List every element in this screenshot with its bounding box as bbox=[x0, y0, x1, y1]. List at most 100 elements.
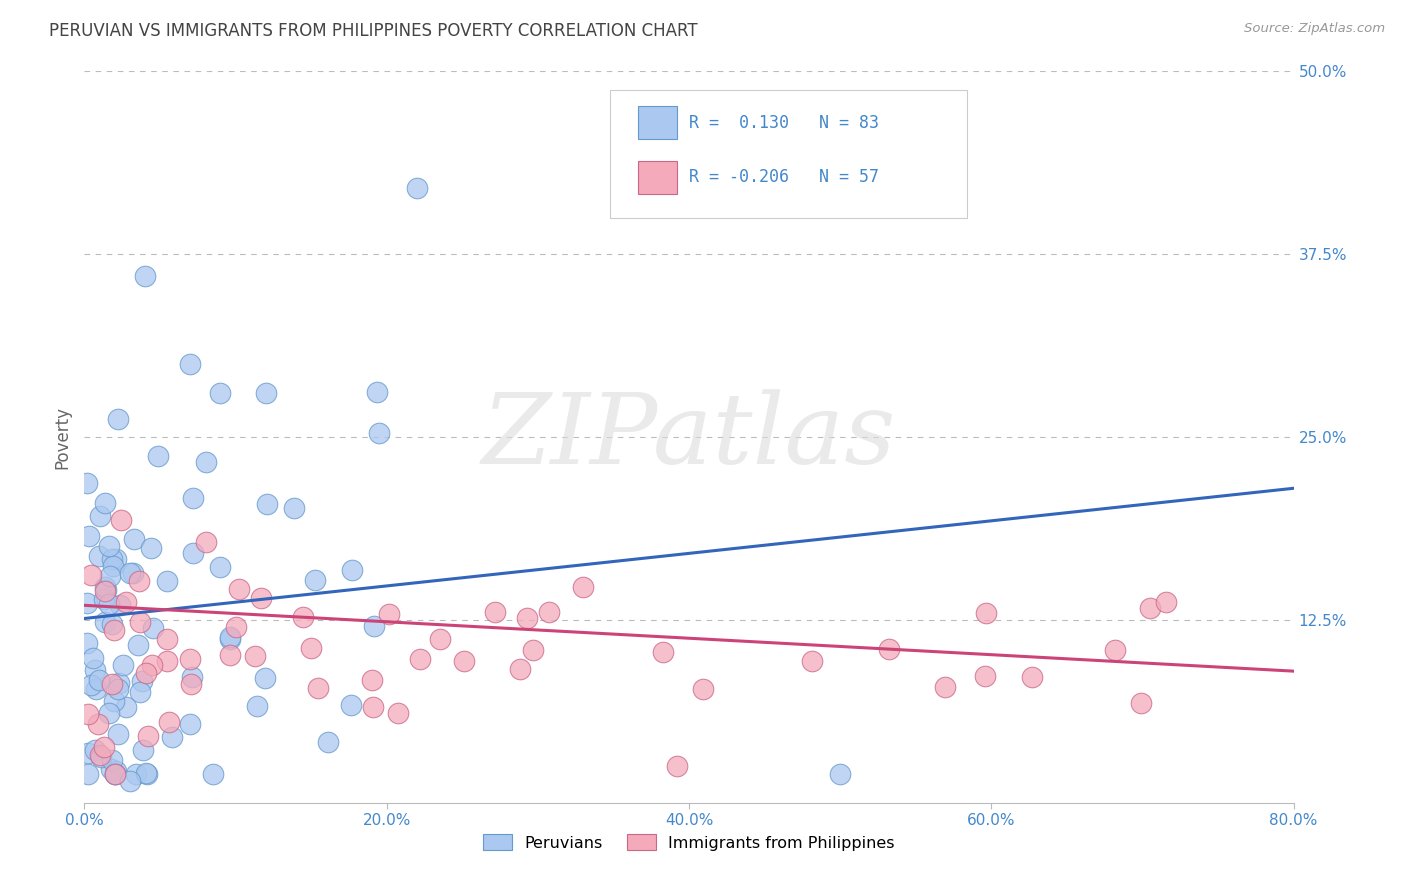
Point bbox=[409, 651, 432, 665]
Point bbox=[82, 651, 104, 665]
Point bbox=[98, 539, 121, 553]
Text: ZIPatlas: ZIPatlas bbox=[482, 390, 896, 484]
Point bbox=[1130, 697, 1153, 711]
Point bbox=[115, 595, 138, 609]
Point bbox=[228, 582, 250, 596]
Point bbox=[406, 181, 429, 195]
Point bbox=[179, 717, 201, 731]
Point bbox=[974, 669, 997, 683]
Point bbox=[179, 652, 201, 666]
Point bbox=[974, 606, 997, 620]
Point bbox=[136, 729, 159, 743]
Point bbox=[219, 632, 242, 646]
Point bbox=[77, 746, 100, 760]
Point bbox=[83, 743, 105, 757]
Point bbox=[107, 681, 129, 696]
Point bbox=[77, 707, 100, 722]
Point bbox=[453, 654, 475, 668]
Point bbox=[104, 552, 127, 566]
Point bbox=[118, 773, 141, 788]
Point bbox=[1313, 599, 1336, 613]
Point bbox=[291, 610, 314, 624]
Point bbox=[94, 615, 117, 629]
Point bbox=[104, 766, 127, 780]
Point bbox=[181, 491, 204, 506]
Point bbox=[76, 596, 98, 610]
Point bbox=[107, 727, 129, 741]
Legend: Peruvians, Immigrants from Philippines: Peruvians, Immigrants from Philippines bbox=[477, 828, 901, 857]
Point bbox=[429, 632, 451, 647]
Point bbox=[666, 759, 689, 773]
Point bbox=[98, 568, 121, 582]
Point bbox=[361, 699, 384, 714]
Point bbox=[209, 560, 232, 574]
Point bbox=[516, 611, 538, 625]
FancyBboxPatch shape bbox=[638, 161, 676, 194]
Point bbox=[202, 766, 225, 780]
Point bbox=[103, 693, 125, 707]
Point bbox=[131, 673, 153, 688]
Point bbox=[387, 706, 409, 720]
Point bbox=[572, 580, 595, 594]
Point bbox=[299, 640, 322, 655]
Point bbox=[509, 662, 531, 676]
Point bbox=[84, 682, 107, 697]
Point bbox=[307, 681, 329, 695]
Point bbox=[256, 497, 278, 511]
Point bbox=[183, 546, 205, 560]
Point bbox=[103, 623, 125, 637]
Point bbox=[94, 584, 117, 599]
Point bbox=[219, 648, 242, 662]
Point bbox=[87, 673, 110, 687]
Point bbox=[160, 730, 183, 744]
Text: R =  0.130   N = 83: R = 0.130 N = 83 bbox=[689, 113, 879, 131]
Text: PERUVIAN VS IMMIGRANTS FROM PHILIPPINES POVERTY CORRELATION CHART: PERUVIAN VS IMMIGRANTS FROM PHILIPPINES … bbox=[49, 22, 697, 40]
Point bbox=[124, 532, 146, 546]
Text: R = -0.206   N = 57: R = -0.206 N = 57 bbox=[689, 169, 879, 186]
Point bbox=[101, 677, 124, 691]
Point bbox=[522, 643, 544, 657]
Point bbox=[156, 632, 179, 646]
Point bbox=[157, 715, 180, 730]
FancyBboxPatch shape bbox=[638, 106, 676, 139]
Point bbox=[134, 269, 156, 284]
Point bbox=[104, 764, 127, 779]
Point bbox=[692, 681, 714, 696]
Point bbox=[225, 619, 247, 633]
Point bbox=[104, 766, 127, 780]
Point bbox=[141, 657, 163, 672]
Point bbox=[129, 615, 152, 629]
Point bbox=[195, 534, 218, 549]
Point bbox=[100, 552, 122, 566]
Point bbox=[94, 580, 117, 594]
Point bbox=[131, 743, 153, 757]
Point bbox=[125, 766, 148, 780]
Point bbox=[342, 563, 364, 577]
Point bbox=[538, 605, 561, 619]
Point bbox=[283, 500, 305, 515]
Point bbox=[142, 621, 165, 635]
Point bbox=[122, 566, 145, 581]
Point bbox=[156, 574, 179, 588]
Point bbox=[87, 549, 110, 563]
Point bbox=[111, 657, 134, 672]
Point bbox=[877, 641, 900, 656]
Point bbox=[108, 675, 131, 690]
Point bbox=[316, 734, 339, 748]
Point bbox=[148, 449, 170, 463]
Point bbox=[100, 753, 122, 767]
Point bbox=[104, 766, 127, 780]
Point bbox=[127, 638, 149, 652]
Point bbox=[156, 654, 179, 668]
Point bbox=[93, 740, 115, 755]
Point bbox=[135, 666, 157, 681]
Point bbox=[1021, 670, 1043, 684]
Point bbox=[1154, 594, 1177, 608]
Point bbox=[90, 750, 112, 764]
Point bbox=[361, 673, 384, 687]
Point bbox=[89, 508, 111, 523]
Point bbox=[115, 699, 138, 714]
Point bbox=[101, 616, 124, 631]
Point bbox=[110, 513, 132, 527]
Point bbox=[76, 636, 98, 650]
